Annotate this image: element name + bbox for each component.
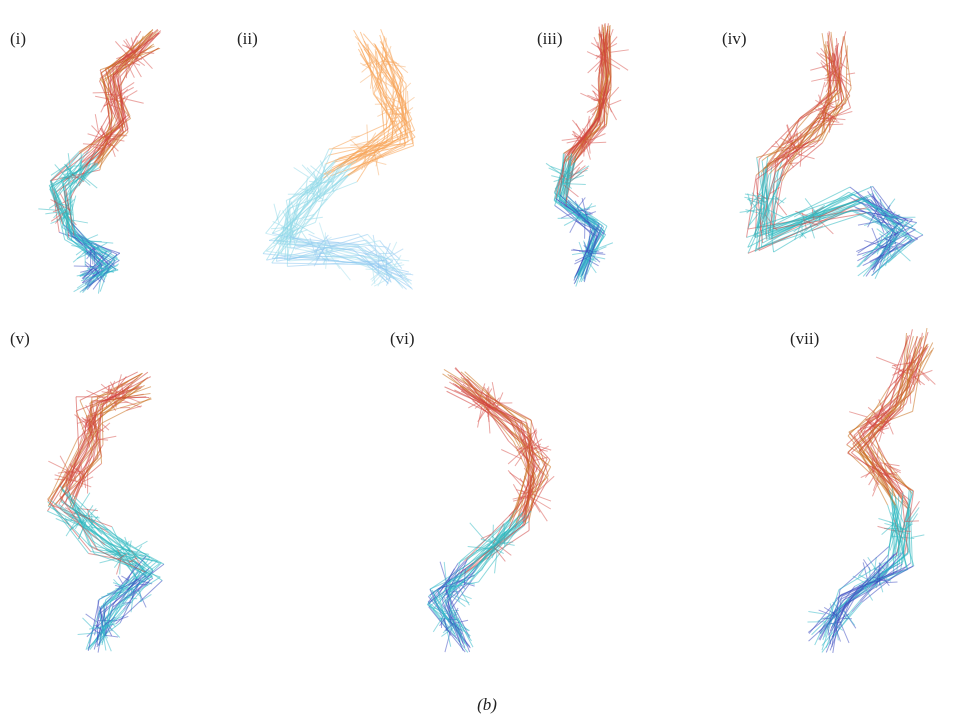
- panel-label: (vi): [390, 329, 415, 348]
- bond: [823, 124, 843, 125]
- bond: [811, 77, 829, 81]
- bond: [905, 521, 919, 522]
- bond: [118, 576, 123, 584]
- bond: [112, 149, 115, 157]
- caption: (b): [477, 695, 497, 714]
- bond: [847, 73, 856, 74]
- bond: [610, 50, 629, 53]
- bond: [100, 439, 108, 440]
- bond: [805, 198, 816, 213]
- bond: [294, 168, 310, 178]
- bond: [372, 161, 386, 165]
- bond: [549, 168, 563, 175]
- bond: [911, 535, 924, 538]
- bond: [360, 74, 372, 82]
- bond: [462, 595, 472, 599]
- bond: [876, 357, 898, 365]
- bond: [849, 412, 867, 417]
- bond: [367, 124, 368, 142]
- bond: [337, 263, 350, 280]
- page: {"panels": [ {"label": "(i)"}, {"label":…: [0, 0, 975, 720]
- panel-label: (iii): [537, 29, 563, 48]
- bond: [140, 55, 153, 69]
- bond: [558, 218, 580, 219]
- bond: [90, 250, 91, 268]
- bond: [94, 247, 95, 265]
- bond: [841, 624, 849, 643]
- bond: [304, 217, 322, 220]
- bond: [87, 235, 98, 240]
- panel-label: (v): [10, 329, 30, 348]
- bond: [886, 582, 897, 583]
- figure: (i) (ii) (iii) (iv) (v) (vi) (vii) (b): [0, 0, 975, 720]
- bond: [495, 550, 498, 573]
- bond: [81, 493, 90, 508]
- bond: [38, 209, 57, 210]
- bond: [609, 100, 621, 105]
- bond: [451, 594, 469, 603]
- panel-label: (iv): [722, 29, 747, 48]
- bond: [82, 618, 93, 629]
- panel-label: (i): [10, 29, 26, 48]
- panel-label: (vii): [790, 329, 819, 348]
- panel-label: (ii): [237, 29, 258, 48]
